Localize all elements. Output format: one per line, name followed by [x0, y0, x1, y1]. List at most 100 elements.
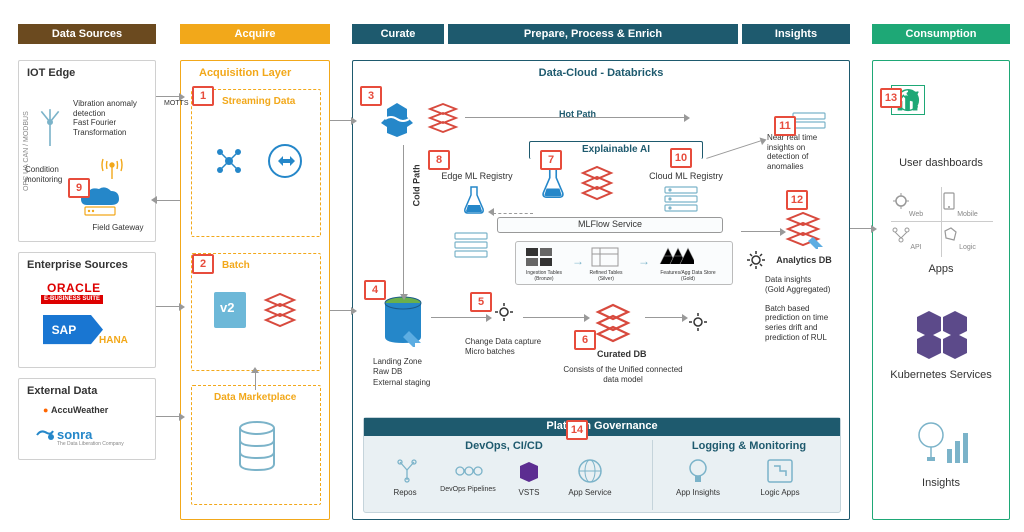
arrow-5-6: [523, 317, 585, 318]
pipelines-lbl: DevOps Pipelines: [440, 486, 496, 494]
panel-acquisition: Acquisition Layer Streaming Data Batch v…: [180, 60, 330, 520]
logic-lbl: Logic: [942, 244, 993, 251]
panel-consumption: User dashboards Web Mobile API Logic App…: [872, 60, 1010, 520]
gold-lbl: Features/Agg Data Store(Gold): [646, 270, 730, 282]
badge-5: 5: [470, 292, 492, 312]
oracle-sub: E-BUSINESS SUITE: [41, 295, 103, 304]
stream-analytics-icon: [377, 99, 417, 139]
field-gateway: Field Gateway: [83, 223, 153, 233]
badge-1: 1: [192, 86, 214, 106]
pipelines-icon: [454, 460, 484, 482]
vsts-icon: [516, 460, 542, 484]
flask-icon-edge: [461, 185, 487, 215]
mkt-title: Data Marketplace: [214, 392, 296, 403]
svg-text:v2: v2: [220, 300, 234, 315]
apps-lbl: Apps: [873, 263, 1009, 276]
badge-3: 3: [360, 86, 382, 106]
servers-icon-11: [791, 111, 827, 131]
insights-lbl: Insights: [873, 477, 1009, 490]
servers-icon-10: [663, 185, 699, 213]
arrow-hot: [465, 117, 685, 118]
appsvc-lbl: App Service: [560, 488, 620, 498]
motts: MOTTS: [164, 100, 189, 108]
hana: HANA: [99, 335, 128, 347]
k8s-icon: [909, 309, 975, 363]
near-rt: Near real time insights on detection of …: [767, 133, 817, 171]
accuweather: ● AccuWeather: [43, 405, 108, 416]
sonra-sub: The Data Liberation Company: [57, 441, 124, 447]
gear-icon-mlflow: [745, 249, 767, 271]
badge-13: 13: [880, 88, 902, 108]
oracle-logo: ORACLE: [47, 281, 101, 295]
analytics-desc: Data insights (Gold Aggregated) Batch ba…: [765, 275, 830, 342]
apps-grid: Web Mobile API Logic: [891, 187, 993, 257]
cold-path: Cold Path: [412, 164, 423, 206]
gold-icon: [658, 246, 694, 268]
gear-icon-curated: [687, 311, 709, 333]
vib-desc: Vibration anomaly detection Fast Fourier…: [73, 99, 151, 137]
pipeline-box: Ingestion Tables(Bronze) → Refined Table…: [515, 241, 733, 285]
silver-lbl: Refined Tables(Silver): [580, 270, 632, 282]
logicapps-lbl: Logic Apps: [750, 488, 810, 498]
curated-title: Curated DB: [597, 349, 647, 360]
api-lbl: API: [891, 244, 941, 251]
vsts-lbl: VSTS: [504, 488, 554, 498]
arrow-4-5: [431, 317, 487, 318]
database-icon: [236, 420, 278, 474]
bronze-icon: [524, 246, 554, 268]
arrow-gateway-back: [156, 200, 180, 201]
badge-4: 4: [364, 280, 386, 300]
analytics-db-icon: [783, 209, 823, 249]
panel-marketplace: Data Marketplace: [191, 385, 321, 505]
iothub-icon: [210, 142, 248, 180]
arrow-batch-landing: [330, 310, 352, 311]
landing-db-icon: [381, 295, 425, 347]
servers-mlflow-icon: [453, 231, 489, 259]
ext-title: External Data: [27, 385, 97, 397]
bronze-lbl: Ingestion Tables(Bronze): [518, 270, 570, 282]
adf-icon: v2: [212, 290, 248, 330]
svg-text:SAP: SAP: [52, 323, 77, 337]
governance-panel: Platform Governance DevOps, CI/CD Repos …: [363, 417, 841, 513]
appsvc-icon: [576, 458, 604, 484]
edge-ml: Edge ML Registry: [437, 171, 517, 182]
hot-path: Hot Path: [559, 109, 596, 120]
antenna-icon: [97, 155, 127, 181]
arrow-iot-acq: [156, 96, 180, 97]
devops-title: DevOps, CI/CD: [404, 440, 604, 453]
badge-2: 2: [192, 254, 214, 274]
gov-title: Platform Governance: [364, 420, 840, 433]
landing-desc: Landing Zone Raw DB External staging: [373, 357, 430, 388]
badge-10: 10: [670, 148, 692, 168]
curated-desc: Consists of the Unified connected data m…: [559, 365, 687, 384]
sap-logo: SAP: [43, 315, 103, 345]
windturbine-icon: [37, 109, 63, 149]
acq-title: Acquisition Layer: [199, 67, 291, 79]
logging-title: Logging & Monitoring: [664, 440, 834, 453]
arrow-mkt-batch: [255, 372, 256, 390]
k8s-lbl: Kubernetes Services: [873, 369, 1009, 382]
arrow-stream-db: [330, 120, 352, 121]
appinsights-lbl: App Insights: [666, 488, 730, 498]
mlflow-box: MLFlow Service: [497, 217, 723, 233]
batch-title: Batch: [222, 260, 250, 271]
repos-lbl: Repos: [380, 488, 430, 498]
hdr-prepare: Prepare, Process & Enrich: [448, 24, 738, 44]
dashboards-lbl: User dashboards: [873, 157, 1009, 170]
sonra-icon: [33, 423, 57, 447]
repos-icon: [394, 458, 420, 484]
iot-title: IOT Edge: [27, 67, 75, 79]
arrow-ml-back: [493, 213, 533, 214]
arrow-db-cons: [850, 228, 872, 229]
hdr-consumption: Consumption: [872, 24, 1010, 44]
databricks-red-icon: [262, 290, 298, 330]
arrow-cold: [403, 145, 404, 295]
hdr-acquire: Acquire: [180, 24, 330, 44]
databricks-curated-icon: [593, 301, 633, 345]
hdr-curate: Curate: [352, 24, 444, 44]
databricks-icon-3: [427, 101, 459, 137]
insights-icon: [913, 419, 971, 469]
badge-8: 8: [428, 150, 450, 170]
panel-enterprise: Enterprise Sources ORACLE E-BUSINESS SUI…: [18, 252, 156, 368]
eventhub-icon: [266, 142, 304, 180]
